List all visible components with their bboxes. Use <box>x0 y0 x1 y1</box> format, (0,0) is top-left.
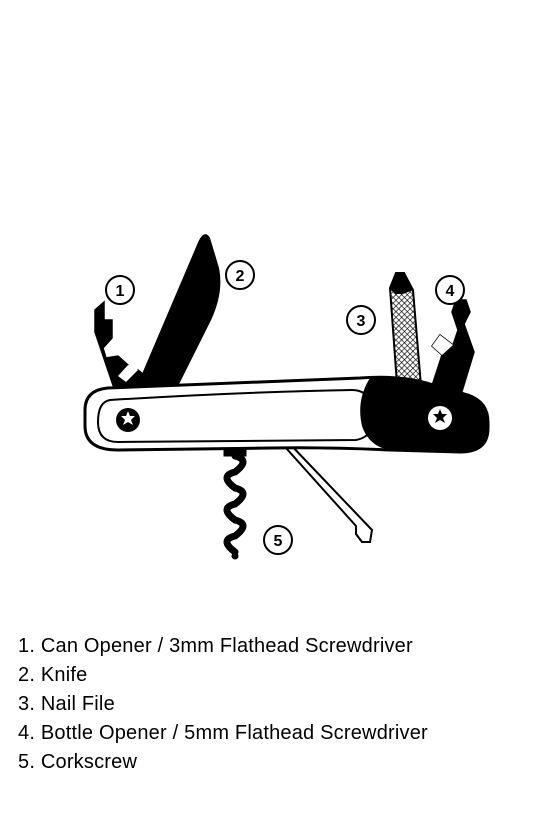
callout-5-label: 5 <box>274 533 283 550</box>
callout-1-label: 1 <box>116 283 125 300</box>
legend-num-4: 4. <box>18 722 35 744</box>
legend-label-1: Can Opener / 3mm Flathead Screwdriver <box>41 635 413 657</box>
callout-5: 5 <box>263 525 293 555</box>
legend-item-2: 2. Knife <box>18 661 528 690</box>
legend: 1. Can Opener / 3mm Flathead Screwdriver… <box>18 632 528 777</box>
callout-1: 1 <box>105 275 135 305</box>
corkscrew <box>224 442 246 559</box>
handle <box>85 377 488 452</box>
legend-item-3: 3. Nail File <box>18 690 528 719</box>
callout-4-label: 4 <box>446 283 455 300</box>
legend-label-5: Corkscrew <box>41 751 137 773</box>
callout-4: 4 <box>435 275 465 305</box>
callout-3-label: 3 <box>357 313 366 330</box>
callout-2-label: 2 <box>236 268 245 285</box>
legend-label-4: Bottle Opener / 5mm Flathead Screwdriver <box>41 722 428 744</box>
multitool-diagram: 1 2 3 4 5 <box>0 0 540 620</box>
legend-item-1: 1. Can Opener / 3mm Flathead Screwdriver <box>18 632 528 661</box>
legend-num-5: 5. <box>18 751 35 773</box>
callout-2: 2 <box>225 260 255 290</box>
awl-wire <box>286 442 372 542</box>
callout-3: 3 <box>346 305 376 335</box>
legend-num-2: 2. <box>18 664 35 686</box>
page: 1 2 3 4 5 1. Can Opener / 3mm Flathead S… <box>0 0 540 813</box>
legend-item-4: 4. Bottle Opener / 5mm Flathead Screwdri… <box>18 719 528 748</box>
bottle-opener <box>428 300 474 398</box>
legend-label-3: Nail File <box>41 693 115 715</box>
legend-item-5: 5. Corkscrew <box>18 748 528 777</box>
legend-num-3: 3. <box>18 693 35 715</box>
legend-label-2: Knife <box>41 664 88 686</box>
legend-num-1: 1. <box>18 635 35 657</box>
